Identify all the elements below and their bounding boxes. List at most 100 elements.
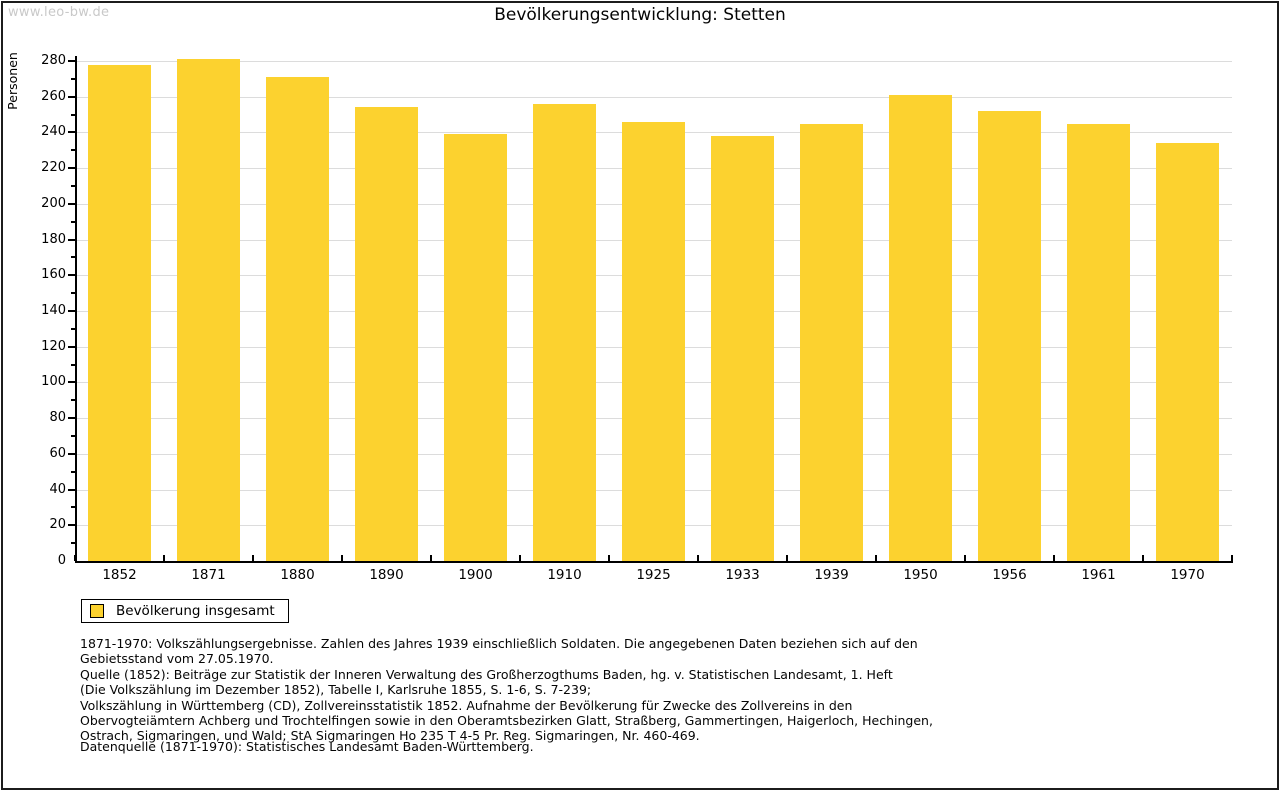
y-tick-label-20: 20: [49, 517, 66, 533]
x-tick-1: [163, 555, 165, 561]
y-tick-label-60: 60: [49, 445, 66, 461]
x-category-label-1871: 1871: [191, 567, 226, 583]
x-tick-7: [697, 555, 699, 561]
x-tick-8: [786, 555, 788, 561]
y-tick-80: [68, 417, 75, 420]
footnote-line-4: (Die Volkszählung im Dezember 1852), Tab…: [80, 682, 592, 698]
bar-1933: [711, 136, 774, 561]
x-tick-0: [74, 555, 76, 561]
y-tick-label-80: 80: [49, 410, 66, 426]
footnote-line-5: Volkszählung in Württemberg (CD), Zollve…: [80, 697, 853, 713]
y-tick-label-40: 40: [49, 481, 66, 497]
y-tick-label-200: 200: [41, 195, 66, 211]
x-category-label-1925: 1925: [636, 567, 671, 583]
footnote-line-1: 1871-1970: Volkszählungsergebnisse. Zahl…: [80, 636, 918, 651]
x-category-label-1910: 1910: [547, 567, 582, 583]
x-category-label-1933: 1933: [725, 567, 760, 583]
x-tick-5: [519, 555, 521, 561]
x-tick-4: [430, 555, 432, 561]
y-tick-20: [68, 524, 75, 527]
y-tick-label-240: 240: [41, 124, 66, 140]
x-tick-11: [1053, 555, 1055, 561]
y-tick-10: [71, 542, 75, 545]
bar-1852: [88, 64, 151, 561]
y-tick-250: [71, 113, 75, 116]
x-category-label-1890: 1890: [369, 567, 404, 583]
y-tick-label-100: 100: [41, 374, 66, 390]
x-category-label-1880: 1880: [280, 567, 315, 583]
x-category-label-1852: 1852: [102, 567, 137, 583]
y-tick-140: [68, 310, 75, 312]
bar-1961: [1067, 123, 1130, 561]
chart-title: Bevölkerungsentwicklung: Stetten: [494, 5, 786, 25]
bar-1880: [266, 77, 329, 561]
watermark-leo-bw: www.leo-bw.de: [8, 5, 110, 20]
bar-1910: [533, 103, 596, 561]
y-tick-170: [71, 256, 75, 259]
y-tick-label-0: 0: [57, 553, 66, 568]
y-tick-60: [68, 452, 75, 455]
bar-1970: [1156, 143, 1219, 561]
y-tick-90: [71, 399, 75, 402]
x-category-label-1939: 1939: [814, 567, 849, 583]
x-tick-9: [875, 555, 877, 561]
y-tick-120: [68, 345, 75, 348]
y-tick-130: [71, 327, 75, 330]
legend-box: Bevölkerung insgesamt: [81, 599, 289, 623]
y-tick-label-180: 180: [41, 231, 66, 247]
x-tick-10: [964, 555, 966, 561]
y-tick-label-140: 140: [41, 303, 66, 318]
footnote-line-2: Gebietsstand vom 27.05.1970.: [80, 651, 274, 667]
y-tick-label-220: 220: [41, 160, 66, 176]
x-category-label-1961: 1961: [1081, 567, 1116, 583]
y-tick-160: [68, 274, 75, 277]
x-tick-3: [341, 555, 343, 561]
x-tick-2: [252, 555, 254, 561]
y-tick-180: [68, 238, 75, 241]
footnote-line-3: Quelle (1852): Beiträge zur Statistik de…: [80, 666, 893, 682]
bar-1900: [444, 134, 507, 561]
x-category-label-1970: 1970: [1170, 567, 1205, 583]
x-category-label-1900: 1900: [458, 567, 493, 583]
footnote-line-6: Obervogteiämtern Achberg und Trochtelfin…: [80, 713, 933, 729]
y-tick-label-120: 120: [41, 338, 66, 354]
y-tick-40: [68, 488, 75, 491]
y-axis-line: [75, 56, 77, 563]
y-tick-210: [71, 185, 75, 187]
datasource-note: Datenquelle (1871-1970): Statistisches L…: [80, 739, 534, 754]
y-tick-220: [68, 167, 75, 170]
y-tick-100: [68, 381, 75, 384]
y-tick-110: [71, 363, 75, 366]
y-tick-30: [71, 506, 75, 509]
bar-1890: [355, 107, 418, 561]
footnote-line-7: Ostrach, Sigmaringen, und Wald; StA Sigm…: [80, 728, 700, 744]
y-tick-70: [71, 435, 75, 437]
y-tick-270: [71, 77, 75, 80]
x-category-label-1950: 1950: [903, 567, 938, 583]
y-tick-240: [68, 131, 75, 134]
legend-label: Bevölkerung insgesamt: [116, 603, 275, 619]
bar-1925: [622, 121, 685, 561]
bar-1950: [889, 94, 952, 561]
y-tick-230: [71, 149, 75, 152]
bar-1956: [978, 111, 1041, 561]
y-tick-260: [68, 95, 75, 98]
y-tick-label-160: 160: [41, 267, 66, 283]
y-tick-200: [68, 202, 75, 205]
y-axis-title: Personen: [5, 52, 20, 110]
y-tick-190: [71, 220, 75, 223]
legend-swatch-icon: [90, 604, 104, 618]
bar-1871: [177, 59, 240, 561]
x-tick-6: [608, 555, 610, 561]
gridline-280: [75, 61, 1232, 62]
x-tick-12: [1142, 555, 1144, 561]
source-footnotes: 1871-1970: Volkszählungsergebnisse. Zahl…: [80, 636, 933, 744]
gridline-260: [75, 96, 1232, 98]
y-tick-150: [71, 292, 75, 295]
x-axis-line: [75, 561, 1233, 563]
y-tick-label-260: 260: [41, 88, 66, 104]
x-tick-13: [1231, 555, 1233, 561]
x-category-label-1956: 1956: [992, 567, 1027, 583]
